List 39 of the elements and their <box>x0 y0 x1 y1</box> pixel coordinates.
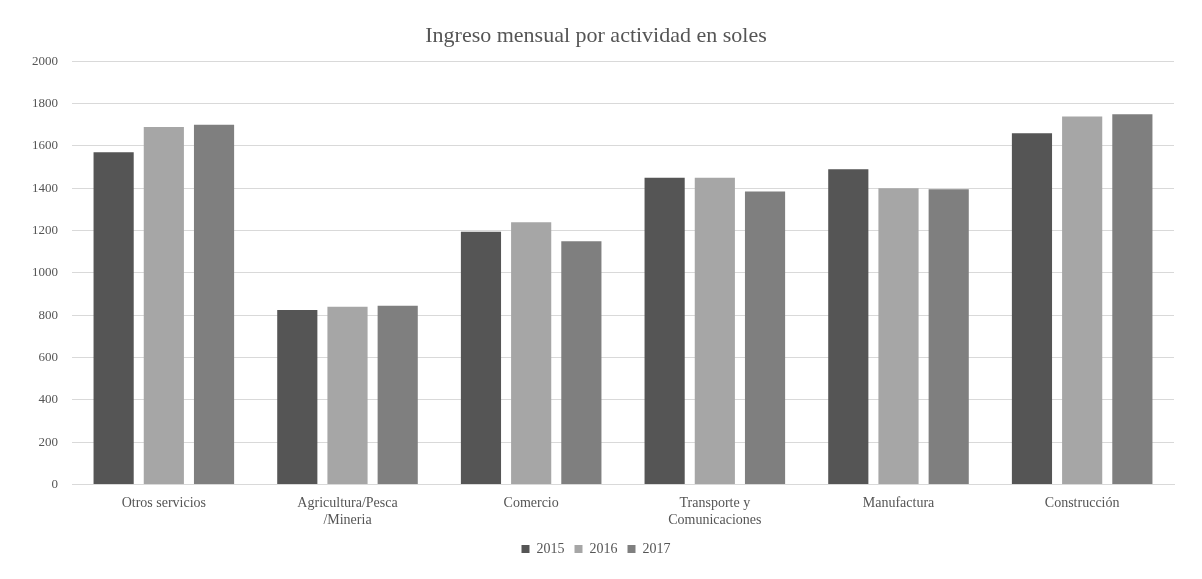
legend-label: 2015 <box>536 540 565 556</box>
chart-title: Ingreso mensual por actividad en soles <box>425 21 767 47</box>
y-tick-label: 200 <box>38 433 58 449</box>
bar <box>694 177 735 484</box>
y-tick-label: 1200 <box>32 222 58 238</box>
bar <box>143 126 184 484</box>
bar <box>460 231 502 484</box>
y-tick-label: 1000 <box>32 264 58 280</box>
bar <box>511 222 552 484</box>
bar <box>744 191 786 484</box>
bar <box>1062 116 1103 484</box>
bar <box>193 124 235 484</box>
x-tick-label: Otros servicios <box>121 495 207 511</box>
bar <box>828 169 869 484</box>
x-tick-label: Manufactura <box>862 495 936 511</box>
bar <box>1112 114 1153 484</box>
y-tick-label: 800 <box>38 306 58 322</box>
y-tick-label: 1600 <box>32 137 58 153</box>
bar <box>377 305 418 484</box>
bar <box>93 152 134 484</box>
y-tick-label: 2000 <box>32 52 58 68</box>
bar <box>1011 133 1053 484</box>
y-tick-label: 1800 <box>32 95 58 111</box>
legend-label: 2016 <box>589 540 618 556</box>
x-tick-label: Construcción <box>1044 495 1120 511</box>
y-tick-label: 1400 <box>32 179 58 195</box>
legend-label: 2017 <box>642 540 671 556</box>
bar <box>277 309 318 484</box>
x-tick-label: Comercio <box>503 495 559 511</box>
bar <box>928 189 969 484</box>
bar <box>878 188 919 484</box>
bar <box>561 241 602 484</box>
y-tick-label: 400 <box>38 391 58 407</box>
bar <box>327 306 368 484</box>
bar <box>644 177 685 484</box>
x-tick-label: Agricultura/Pesca /Mineria <box>297 495 399 528</box>
y-tick-label: 0 <box>51 475 58 491</box>
x-tick-label: Transporte y Comunicaciones <box>668 495 762 528</box>
y-tick-label: 600 <box>38 348 58 364</box>
